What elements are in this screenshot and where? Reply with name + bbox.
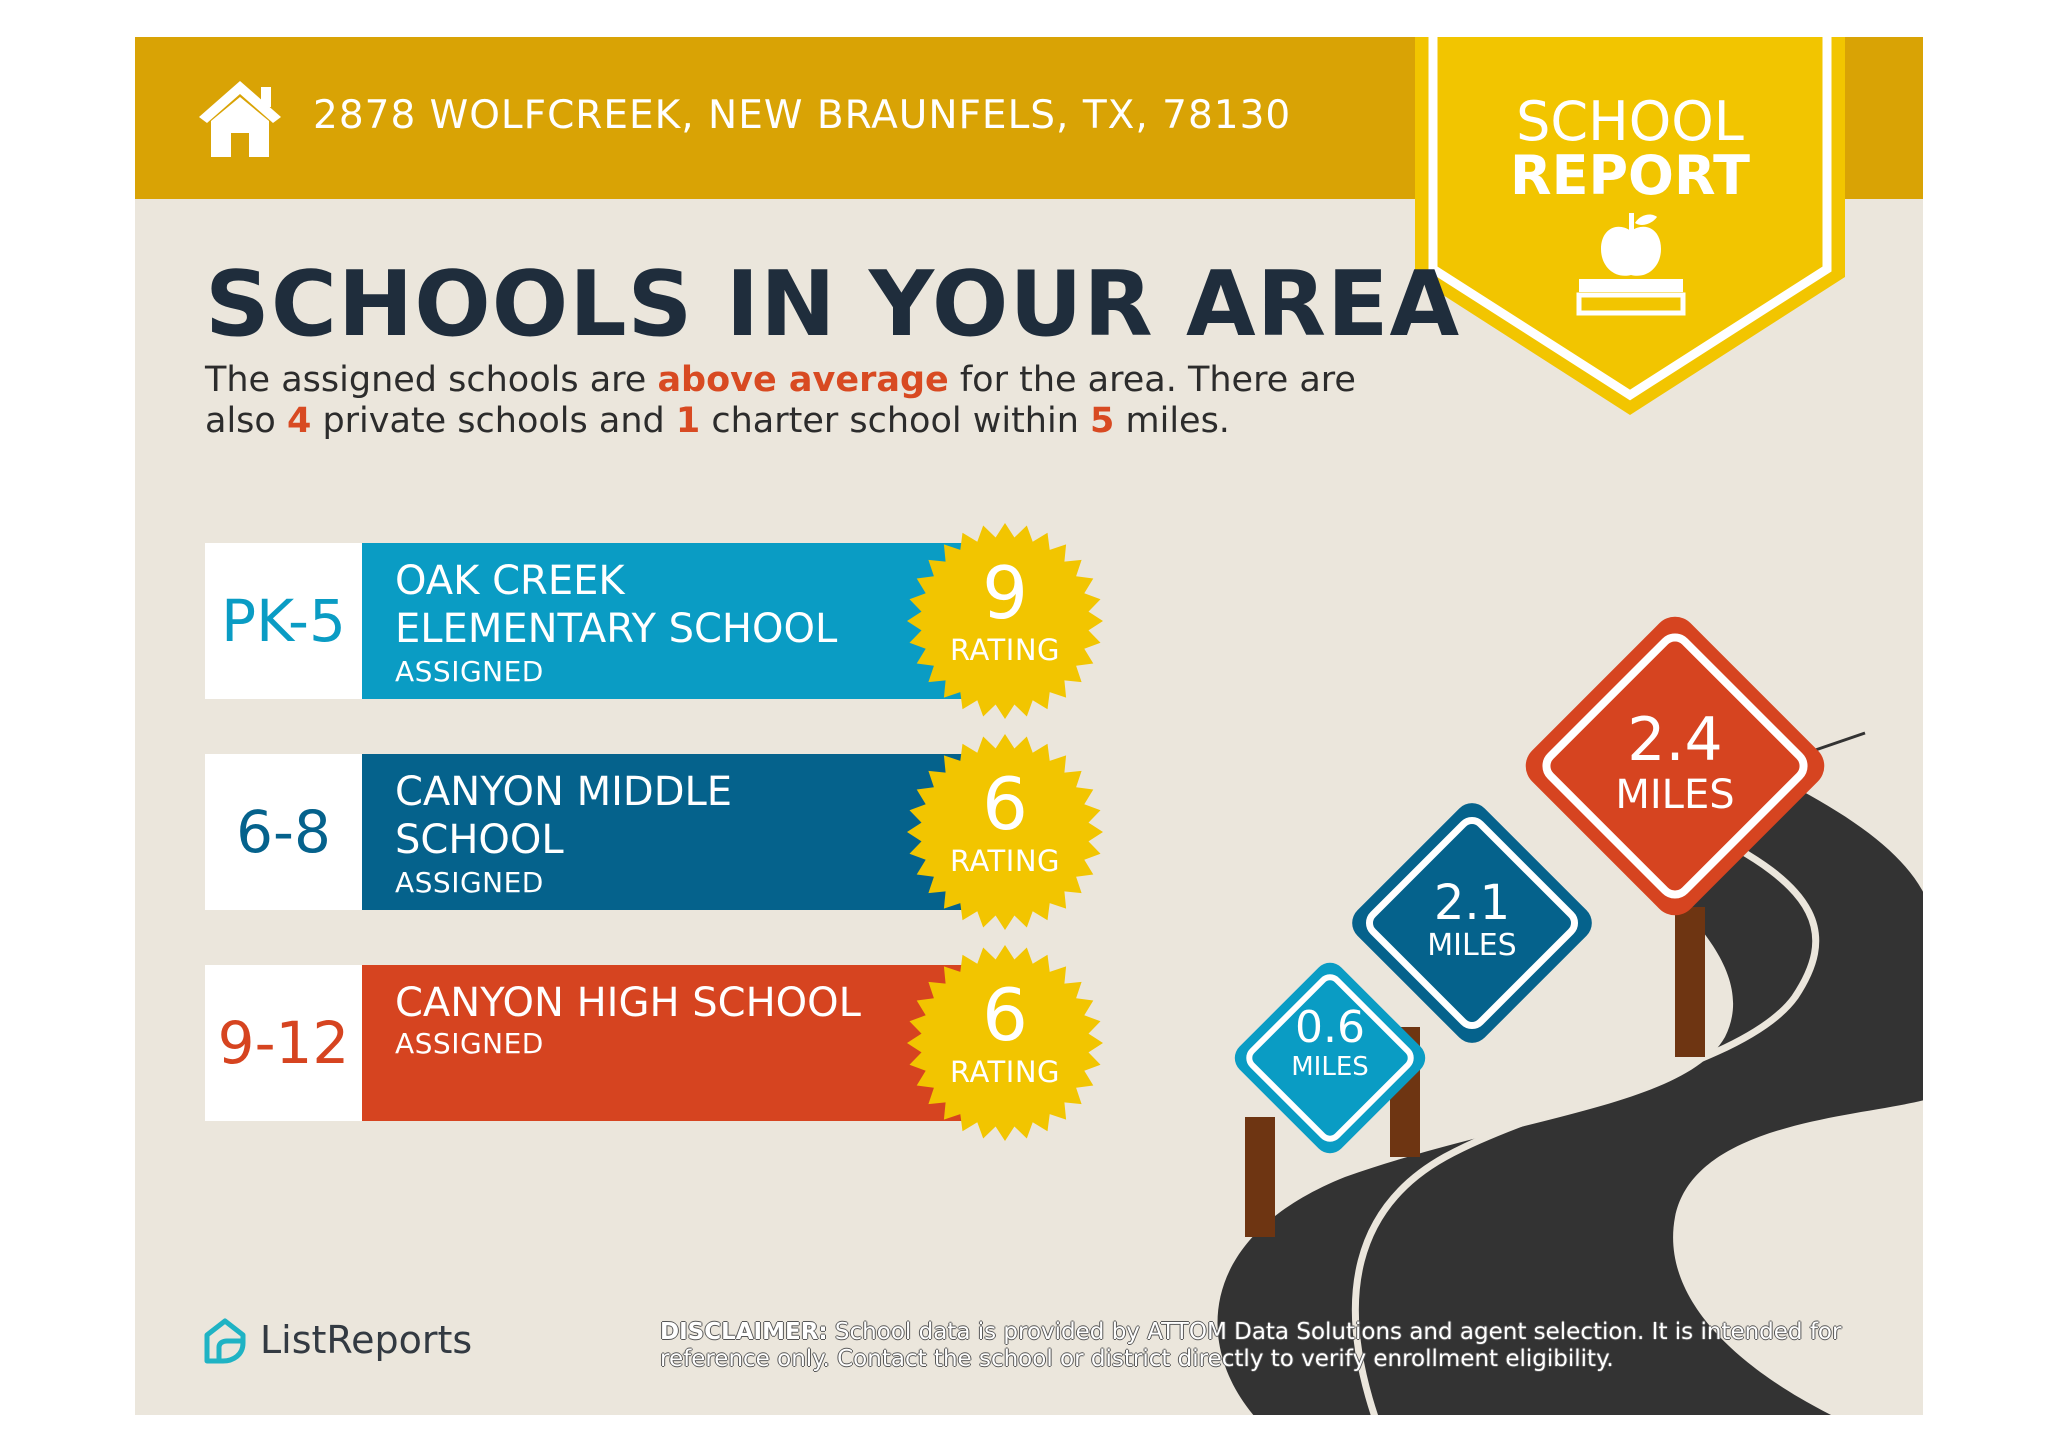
sign-distance: 2.1 — [1433, 875, 1511, 931]
grade-range: 6-8 — [205, 754, 362, 910]
sign-post — [1245, 1117, 1275, 1237]
listreports-logo-icon — [204, 1318, 246, 1364]
rating-value: 6 — [982, 762, 1028, 846]
rating-seal — [907, 945, 1103, 1141]
rating-seal — [907, 523, 1103, 719]
intro-highlight: 4 — [286, 401, 312, 441]
school-status: ASSIGNED — [395, 1027, 544, 1060]
rating-seal — [907, 734, 1103, 930]
school-name-line2: SCHOOL — [395, 817, 564, 863]
intro-part: private schools and — [311, 401, 676, 441]
school-band — [362, 965, 1002, 1121]
rating-label: RATING — [950, 633, 1060, 667]
school-name-line1: CANYON HIGH SCHOOL — [395, 980, 861, 1026]
school-row-middle: 6-8 CANYON MIDDLE SCHOOL ASSIGNED 6 RATI… — [205, 734, 1165, 930]
house-icon — [199, 81, 281, 157]
school-row-high: 9-12 CANYON HIGH SCHOOL ASSIGNED 6 RATIN… — [205, 945, 1165, 1141]
rating-label: RATING — [950, 1055, 1060, 1089]
badge-title-line1: SCHOOL — [1516, 90, 1744, 153]
property-address: 2878 WOLFCREEK, NEW BRAUNFELS, TX, 78130 — [313, 93, 1292, 138]
sign-unit: MILES — [1427, 928, 1517, 963]
disclaimer-label: DISCLAIMER: — [660, 1319, 828, 1345]
intro-part: charter school within — [700, 401, 1091, 441]
school-status: ASSIGNED — [395, 866, 544, 899]
intro-part: miles. — [1114, 401, 1230, 441]
rating-label: RATING — [950, 844, 1060, 878]
school-name-line2: ELEMENTARY SCHOOL — [395, 606, 838, 652]
distance-sign-0-6 — [1234, 962, 1426, 1154]
apple-on-book-icon — [1576, 213, 1686, 316]
disclaimer: DISCLAIMER: School data is provided by A… — [660, 1319, 1860, 1373]
intro-highlight: 5 — [1090, 401, 1115, 441]
grade-range: PK-5 — [205, 543, 362, 699]
intro-part: The assigned schools are — [205, 360, 658, 400]
school-name: OAK CREEK ELEMENTARY SCHOOL — [395, 557, 955, 653]
sign-label-0-6: 0.6 MILES — [1270, 1002, 1390, 1083]
distance-sign-2-1 — [1352, 803, 1592, 1043]
sign-label-2-1: 2.1 MILES — [1402, 877, 1542, 963]
rating-value: 9 — [982, 551, 1028, 635]
page-title: SCHOOLS IN YOUR AREA — [205, 252, 1461, 357]
road — [1217, 777, 1923, 1415]
road-lane-line — [1351, 823, 1820, 1415]
disclaimer-text: School data is provided by ATTOM Data So… — [660, 1319, 1842, 1372]
school-band — [362, 543, 1002, 699]
badge-title-line2: REPORT — [1510, 144, 1750, 207]
school-report-card: 2878 WOLFCREEK, NEW BRAUNFELS, TX, 78130… — [135, 37, 1923, 1415]
school-row-elementary: PK-5 OAK CREEK ELEMENTARY SCHOOL ASSIGNE… — [205, 523, 1165, 719]
distance-sign-2-4 — [1525, 616, 1825, 916]
sign-post — [1675, 907, 1705, 1057]
brand-name: ListReports — [260, 1318, 473, 1362]
sign-label-2-4: 2.4 MILES — [1585, 707, 1765, 817]
school-band — [362, 754, 1002, 910]
grade-range: 9-12 — [205, 965, 362, 1121]
sign-unit: MILES — [1291, 1052, 1369, 1082]
school-status: ASSIGNED — [395, 655, 544, 688]
intro-highlight: 1 — [675, 401, 701, 441]
intro-part: for the area. There are also — [205, 360, 1356, 441]
sign-distance: 2.4 — [1627, 705, 1723, 775]
rating-value: 6 — [982, 973, 1028, 1057]
intro-highlight: above average — [657, 360, 949, 400]
school-name: CANYON HIGH SCHOOL — [395, 979, 955, 1027]
school-name-line1: OAK CREEK — [395, 558, 625, 604]
school-name-line1: CANYON MIDDLE — [395, 769, 733, 815]
sign-distance: 0.6 — [1295, 1002, 1365, 1053]
sign-unit: MILES — [1615, 772, 1735, 818]
road-illustration — [1217, 616, 1923, 1415]
school-name: CANYON MIDDLE SCHOOL — [395, 768, 955, 864]
intro-text: The assigned schools are above average f… — [205, 360, 1405, 442]
